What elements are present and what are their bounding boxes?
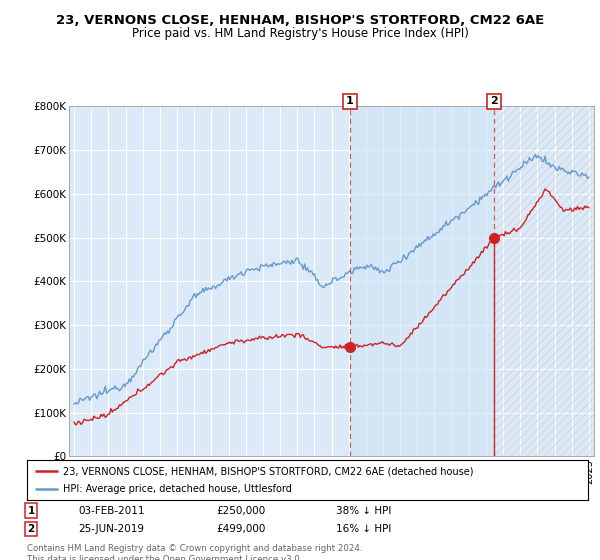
Text: Price paid vs. HM Land Registry's House Price Index (HPI): Price paid vs. HM Land Registry's House … (131, 27, 469, 40)
Text: 25-JUN-2019: 25-JUN-2019 (78, 524, 144, 534)
Text: £499,000: £499,000 (216, 524, 265, 534)
Bar (494, 106, 594, 456)
Text: 23, VERNONS CLOSE, HENHAM, BISHOP'S STORTFORD, CM22 6AE (detached house): 23, VERNONS CLOSE, HENHAM, BISHOP'S STOR… (64, 466, 474, 477)
Text: 2: 2 (28, 524, 35, 534)
Text: 2: 2 (490, 96, 498, 106)
Text: 03-FEB-2011: 03-FEB-2011 (78, 506, 145, 516)
Text: 23, VERNONS CLOSE, HENHAM, BISHOP'S STORTFORD, CM22 6AE: 23, VERNONS CLOSE, HENHAM, BISHOP'S STOR… (56, 14, 544, 27)
Text: HPI: Average price, detached house, Uttlesford: HPI: Average price, detached house, Uttl… (64, 484, 292, 494)
Bar (350, 106, 494, 456)
Text: £250,000: £250,000 (216, 506, 265, 516)
Text: 1: 1 (28, 506, 35, 516)
Text: 16% ↓ HPI: 16% ↓ HPI (336, 524, 391, 534)
Text: 38% ↓ HPI: 38% ↓ HPI (336, 506, 391, 516)
Text: 1: 1 (346, 96, 354, 106)
Text: Contains HM Land Registry data © Crown copyright and database right 2024.
This d: Contains HM Land Registry data © Crown c… (27, 544, 362, 560)
